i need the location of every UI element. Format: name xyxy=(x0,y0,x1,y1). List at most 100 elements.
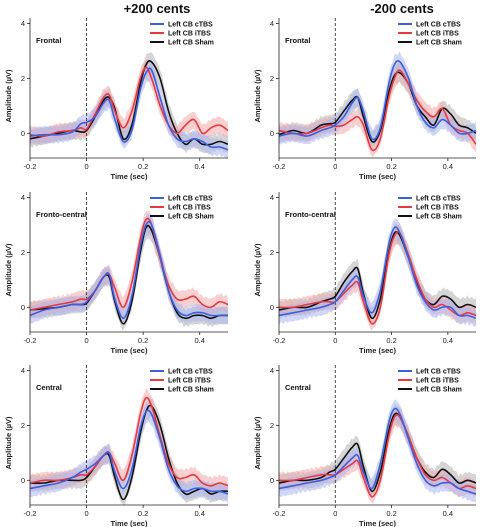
legend-entry-itbs: Left CB iTBS xyxy=(416,378,459,385)
legend-entry-ctbs: Left CB cTBS xyxy=(168,369,213,376)
series-line-ctbs xyxy=(279,226,476,320)
region-label: Fronto-central xyxy=(36,210,87,219)
column-title-left: +200 cents xyxy=(124,1,191,16)
y-axis-label: Amplitude (µV) xyxy=(4,243,13,297)
legend: Left CB cTBS Left CB iTBS Left CB Sham xyxy=(150,196,214,221)
legend-entry-ctbs: Left CB cTBS xyxy=(416,196,461,203)
x-tick-label: 0.4 xyxy=(194,162,204,171)
y-axis-label: Amplitude (µV) xyxy=(253,69,262,123)
y-tick-label: 0 xyxy=(270,129,274,138)
panel-3: 0 2 4 -0.2 0 0.2 0.4 Time (sec) Amplitude (µV) Fr… xyxy=(4,192,228,355)
plot-area xyxy=(279,365,476,505)
region-label: Fronto-central xyxy=(285,210,336,219)
x-tick-label: 0.2 xyxy=(386,162,396,171)
x-tick-label: 0.4 xyxy=(443,162,453,171)
x-axis-label: Time (sec) xyxy=(359,346,396,355)
series-line-sham xyxy=(30,404,228,501)
legend-entry-ctbs: Left CB cTBS xyxy=(168,196,213,203)
x-tick-label: 0.4 xyxy=(194,336,204,345)
y-tick-label: 2 xyxy=(270,421,274,430)
series-line-sham xyxy=(279,412,476,493)
x-axis-label: Time (sec) xyxy=(111,172,148,181)
x-axis-label: Time (sec) xyxy=(359,172,396,181)
legend-entry-sham: Left CB Sham xyxy=(416,214,462,221)
x-axis-label: Time (sec) xyxy=(111,519,148,527)
y-tick-label: 0 xyxy=(21,129,25,138)
x-tick-label: 0.2 xyxy=(386,336,396,345)
panel-2: 0 2 4 -0.2 0 0.2 0.4 Time (sec) Amplitude (µV) Fr… xyxy=(253,18,476,181)
legend-entry-sham: Left CB Sham xyxy=(168,40,214,47)
y-axis-label: Amplitude (µV) xyxy=(253,416,262,470)
y-tick-label: 0 xyxy=(270,476,274,485)
x-tick-label: 0 xyxy=(84,162,88,171)
panels: 0 2 4 -0.2 0 0.2 0.4 Time (sec) Amplitude (µV) Fr… xyxy=(4,18,476,527)
error-band-itbs xyxy=(30,210,228,320)
y-tick-label: 0 xyxy=(21,303,25,312)
y-axis-label: Amplitude (µV) xyxy=(4,416,13,470)
series-line-itbs xyxy=(279,414,476,498)
x-tick-label: 0.2 xyxy=(386,509,396,518)
panel-4: 0 2 4 -0.2 0 0.2 0.4 Time (sec) Amplitude (µV) Fr… xyxy=(253,192,476,355)
x-tick-label: -0.2 xyxy=(273,509,286,518)
panel-5: 0 2 4 -0.2 0 0.2 0.4 Time (sec) Amplitude (µV) Ce… xyxy=(4,365,228,527)
series-line-ctbs xyxy=(279,60,476,141)
legend: Left CB cTBS Left CB iTBS Left CB Sham xyxy=(150,22,214,47)
y-tick-label: 4 xyxy=(21,366,25,375)
series-line-itbs xyxy=(30,66,228,137)
series-line-itbs xyxy=(279,230,476,325)
legend-entry-sham: Left CB Sham xyxy=(416,40,462,47)
legend: Left CB cTBS Left CB iTBS Left CB Sham xyxy=(150,369,214,394)
plot-area xyxy=(279,18,476,158)
x-tick-label: 0 xyxy=(84,509,88,518)
y-tick-label: 2 xyxy=(21,421,25,430)
x-tick-label: 0 xyxy=(333,336,337,345)
y-tick-label: 0 xyxy=(21,476,25,485)
x-axis-label: Time (sec) xyxy=(359,519,396,527)
series-line-ctbs xyxy=(30,67,228,151)
x-tick-label: -0.2 xyxy=(273,162,286,171)
x-tick-label: 0 xyxy=(333,509,337,518)
legend-entry-sham: Left CB Sham xyxy=(168,387,214,394)
series-line-sham xyxy=(279,230,476,320)
series-line-itbs xyxy=(30,217,228,311)
x-tick-label: 0.2 xyxy=(138,509,148,518)
x-tick-label: -0.2 xyxy=(273,336,286,345)
legend-entry-itbs: Left CB iTBS xyxy=(416,205,459,212)
y-axis-label: Amplitude (µV) xyxy=(253,243,262,297)
legend-entry-sham: Left CB Sham xyxy=(168,214,214,221)
region-label: Central xyxy=(36,383,62,392)
x-tick-label: 0 xyxy=(333,162,337,171)
x-tick-label: 0 xyxy=(84,336,88,345)
region-label: Central xyxy=(285,383,311,392)
region-label: Frontal xyxy=(36,36,61,45)
y-tick-label: 4 xyxy=(270,193,274,202)
series-line-ctbs xyxy=(30,220,228,320)
panel-6: 0 2 4 -0.2 0 0.2 0.4 Time (sec) Amplitude (µV) Ce… xyxy=(253,365,476,527)
legend-entry-itbs: Left CB iTBS xyxy=(416,31,459,38)
y-tick-label: 2 xyxy=(21,248,25,257)
region-label: Frontal xyxy=(285,36,310,45)
series-line-itbs xyxy=(279,69,476,152)
y-tick-label: 4 xyxy=(270,19,274,28)
y-tick-label: 4 xyxy=(270,366,274,375)
y-tick-label: 2 xyxy=(270,248,274,257)
y-tick-label: 0 xyxy=(270,303,274,312)
plot-area xyxy=(30,365,228,505)
plot-area xyxy=(30,192,228,332)
legend-entry-ctbs: Left CB cTBS xyxy=(416,22,461,29)
plot-area xyxy=(30,18,228,158)
plot-area xyxy=(279,192,476,332)
error-band-ctbs xyxy=(30,400,228,504)
series-line-ctbs xyxy=(279,407,476,495)
legend-entry-itbs: Left CB iTBS xyxy=(168,205,211,212)
legend-entry-itbs: Left CB iTBS xyxy=(168,31,211,38)
x-tick-label: 0.2 xyxy=(138,162,148,171)
legend-entry-sham: Left CB Sham xyxy=(416,387,462,394)
x-tick-label: 0.2 xyxy=(138,336,148,345)
legend: Left CB cTBS Left CB iTBS Left CB Sham xyxy=(398,22,462,47)
x-tick-label: 0.4 xyxy=(443,336,453,345)
x-tick-label: 0.4 xyxy=(194,509,204,518)
series-line-ctbs xyxy=(30,409,228,495)
x-tick-label: 0.4 xyxy=(443,509,453,518)
